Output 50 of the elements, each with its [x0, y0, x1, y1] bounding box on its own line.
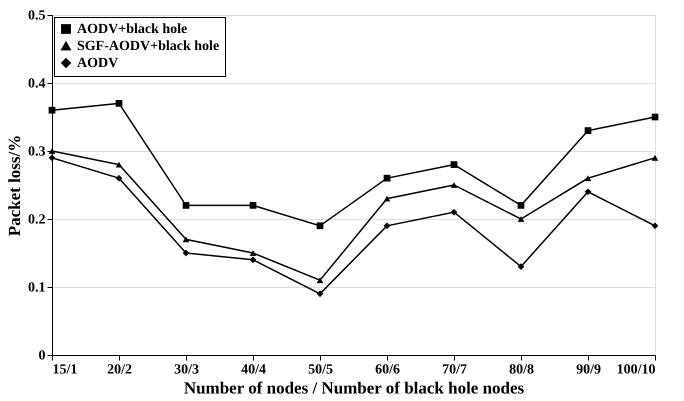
- point: [652, 154, 658, 161]
- point: [48, 106, 56, 114]
- point: [182, 250, 190, 256]
- y-axis-title: Packet loss/%: [5, 134, 24, 236]
- point: [584, 175, 592, 182]
- point: [384, 222, 390, 230]
- point: [182, 236, 190, 242]
- point: [250, 202, 256, 209]
- point: [518, 263, 524, 270]
- legend-label: AODV+black hole: [77, 22, 188, 37]
- y-tick-label: 0.2: [28, 212, 46, 228]
- x-tick-label: 15/1: [52, 362, 78, 378]
- y-tick-label: 0.5: [28, 8, 46, 24]
- point: [316, 290, 324, 298]
- legend-label: AODV: [77, 56, 118, 71]
- legend-label: SGF-AODV+black hole: [77, 39, 220, 54]
- point: [652, 222, 658, 230]
- x-tick-label: 30/3: [174, 362, 199, 378]
- x-tick-label: 20/2: [107, 362, 132, 378]
- x-tick-label: 40/4: [241, 362, 266, 378]
- y-tick-label: 0.4: [28, 76, 46, 92]
- point: [584, 127, 592, 134]
- x-tick-label: 90/9: [576, 362, 601, 378]
- point: [584, 188, 592, 196]
- point: [518, 216, 524, 222]
- point: [316, 277, 324, 284]
- point: [316, 222, 324, 230]
- point: [116, 174, 122, 182]
- point: [48, 154, 56, 162]
- point: [182, 202, 190, 209]
- x-tick-label: 100/10: [616, 362, 656, 378]
- point: [384, 196, 390, 202]
- point: [250, 250, 256, 256]
- x-tick-label: 70/7: [442, 362, 467, 378]
- x-axis-title: Number of nodes / Number of black hole nodes: [184, 378, 525, 398]
- point: [450, 182, 458, 188]
- point: [518, 202, 524, 209]
- point: [450, 208, 458, 216]
- point: [384, 174, 390, 182]
- x-tick-label: 80/8: [509, 362, 534, 378]
- point: [116, 100, 122, 107]
- x-tick-label: 60/6: [375, 362, 400, 378]
- point: [450, 161, 458, 168]
- y-tick-label: 0.3: [28, 144, 46, 160]
- point: [116, 162, 122, 168]
- point: [652, 114, 658, 120]
- y-tick-label: 0.1: [28, 280, 46, 296]
- x-tick-label: 50/5: [308, 362, 333, 378]
- y-tick-label: 0: [38, 348, 46, 364]
- point: [250, 256, 256, 264]
